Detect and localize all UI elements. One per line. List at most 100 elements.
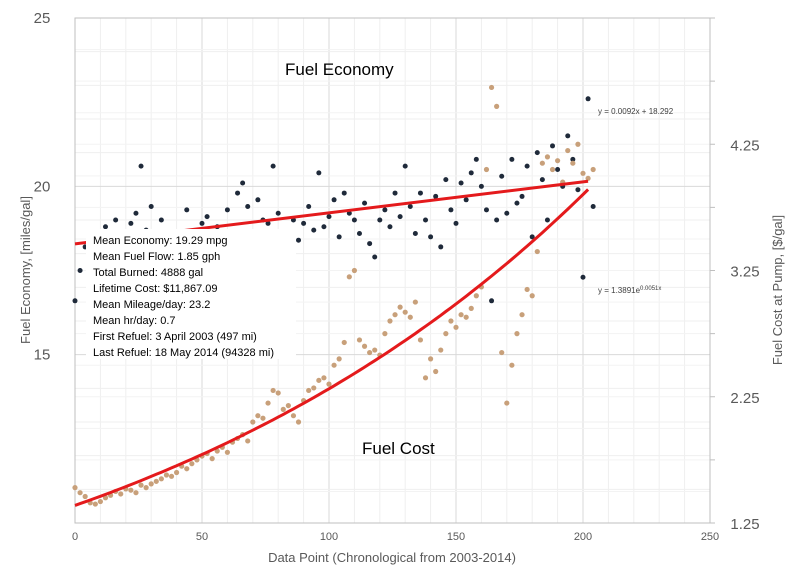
cost-point xyxy=(184,466,190,472)
cost-point xyxy=(544,154,551,160)
cost-point xyxy=(361,343,368,349)
cost-point xyxy=(499,349,505,356)
cost-trend-equation-base: y = 1.3891e xyxy=(598,286,641,295)
x-tick-label: 200 xyxy=(574,531,592,543)
cost-point xyxy=(580,170,586,176)
cost-label: Fuel Cost xyxy=(362,439,435,458)
cost-point xyxy=(448,318,454,324)
cost-point xyxy=(336,356,342,362)
stat-total-burned: Total Burned: 4888 gal xyxy=(93,267,203,279)
cost-point xyxy=(97,498,103,505)
cost-point xyxy=(321,375,327,381)
cost-point xyxy=(473,293,479,299)
cost-point xyxy=(468,305,474,311)
y-right-tick-label: 3.25 xyxy=(730,264,759,281)
economy-point xyxy=(499,173,505,179)
economy-point xyxy=(397,214,403,220)
y-right-tick-label: 2.25 xyxy=(730,390,759,407)
cost-point xyxy=(92,501,98,507)
economy-point xyxy=(443,177,449,183)
economy-point xyxy=(255,197,261,203)
economy-point xyxy=(448,207,454,213)
y-right-tick-label: 1.25 xyxy=(730,516,759,533)
cost-point xyxy=(488,84,495,91)
economy-point xyxy=(265,220,271,226)
economy-point xyxy=(387,224,393,230)
cost-point xyxy=(509,362,515,368)
cost-point xyxy=(118,491,124,497)
cost-point xyxy=(265,400,271,406)
x-axis-ticks: 0 50 100 150 200 250 xyxy=(72,531,719,543)
economy-point xyxy=(580,274,586,280)
economy-point xyxy=(72,298,78,304)
cost-point xyxy=(458,312,464,318)
economy-point xyxy=(438,244,444,250)
economy-point xyxy=(392,190,398,196)
economy-point xyxy=(204,214,210,220)
economy-point xyxy=(326,214,332,220)
y-left-axis-ticks: 15 20 25 xyxy=(34,10,51,364)
cost-trend-equation: y = 1.3891e0.0051x xyxy=(598,286,661,295)
x-tick-label: 250 xyxy=(701,531,719,543)
economy-point xyxy=(77,268,83,273)
cost-point xyxy=(316,377,322,383)
cost-point xyxy=(367,349,373,356)
economy-point xyxy=(529,234,535,240)
cost-point xyxy=(392,312,398,318)
economy-point xyxy=(148,204,154,210)
economy-point xyxy=(524,163,530,169)
y-left-tick-label: 15 xyxy=(34,347,51,364)
economy-point xyxy=(296,237,302,243)
cost-point xyxy=(529,293,535,299)
economy-point xyxy=(235,190,241,196)
cost-point xyxy=(214,448,220,454)
economy-point xyxy=(407,204,413,210)
economy-point xyxy=(240,180,246,186)
cost-point xyxy=(133,490,139,496)
x-tick-label: 50 xyxy=(196,531,208,543)
cost-point xyxy=(209,456,215,462)
economy-point xyxy=(311,227,317,233)
economy-point xyxy=(423,217,429,223)
economy-point xyxy=(402,163,408,169)
cost-point xyxy=(534,248,540,255)
cost-point xyxy=(397,304,403,310)
economy-point xyxy=(519,193,525,199)
economy-point xyxy=(453,220,459,226)
cost-point xyxy=(372,347,378,353)
stat-mean-mileage: Mean Mileage/day: 23.2 xyxy=(93,299,210,311)
economy-point xyxy=(224,207,230,213)
stat-first-refuel: First Refuel: 3 April 2003 (497 mi) xyxy=(93,331,257,343)
cost-point xyxy=(138,482,144,488)
economy-point xyxy=(565,133,571,139)
economy-point xyxy=(478,183,484,189)
gridlines xyxy=(74,17,715,524)
stat-mean-hours: Mean hr/day: 0.7 xyxy=(93,315,176,327)
cost-point xyxy=(555,158,561,164)
economy-point xyxy=(412,230,418,236)
cost-point xyxy=(311,385,317,391)
cost-point xyxy=(128,487,134,493)
y-left-tick-label: 20 xyxy=(34,178,51,195)
economy-point xyxy=(356,230,362,236)
economy-point xyxy=(362,200,368,206)
cost-point xyxy=(417,337,424,343)
cost-trendline xyxy=(74,188,590,507)
cost-point xyxy=(549,166,556,173)
economy-point xyxy=(158,217,164,223)
cost-point xyxy=(260,415,266,421)
economy-point xyxy=(539,177,545,183)
cost-point xyxy=(575,141,581,147)
economy-point xyxy=(372,254,378,260)
cost-point xyxy=(570,160,576,166)
y-right-axis-title: Fuel Cost at Pump, [$/gal] xyxy=(770,215,785,365)
economy-point xyxy=(550,143,556,149)
economy-point xyxy=(433,193,439,199)
economy-point xyxy=(133,210,139,216)
economy-point xyxy=(585,96,591,102)
x-tick-label: 150 xyxy=(447,531,465,543)
economy-point xyxy=(270,163,276,169)
economy-point xyxy=(336,234,342,240)
economy-point xyxy=(367,241,373,247)
